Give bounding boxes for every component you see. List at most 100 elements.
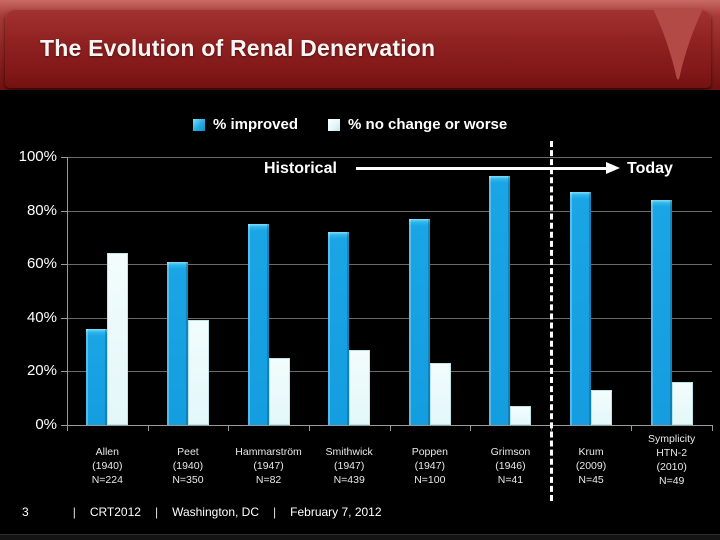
slide-number: 3: [22, 505, 29, 519]
footer: 3 | CRT2012 | Washington, DC | February …: [22, 505, 382, 519]
page-title: The Evolution of Renal Denervation: [40, 35, 436, 61]
bar-nochange: [187, 320, 209, 425]
y-axis-tick-label: 60%: [26, 255, 57, 273]
header-banner: The Evolution of Renal Denervation: [0, 0, 720, 90]
nochange-swatch-icon: [328, 118, 341, 131]
category-label-line: Hammarström: [235, 446, 302, 458]
category-label-line: N=45: [578, 473, 604, 486]
category-label-line: Peet: [177, 446, 199, 458]
bar-nochange: [671, 382, 693, 425]
legend-item-improved: % improved: [193, 116, 298, 133]
x-axis-tick: [67, 425, 68, 431]
category-label: Grimson (1946) N=41: [465, 446, 555, 488]
era-divider-dashed-line: [549, 141, 553, 501]
category-label-line: HTN-2: [656, 446, 688, 459]
category-label-line: Smithwick: [325, 446, 373, 458]
x-axis-tick: [389, 425, 391, 431]
y-axis-tick: [61, 425, 68, 426]
gridline: [67, 317, 712, 319]
bar-nochange: [429, 363, 451, 425]
bar-improved: [166, 261, 188, 425]
y-axis-tick: [61, 157, 68, 158]
gridline: [67, 157, 712, 158]
category-label-line: (1940): [172, 459, 204, 472]
bar-nochange: [510, 406, 532, 425]
historical-label: Historical: [264, 160, 337, 177]
funnel-decoration-icon: [653, 9, 703, 80]
y-axis-tick: [61, 317, 68, 319]
era-arrow-line: [356, 167, 606, 170]
bar-improved: [408, 218, 430, 425]
category-label-line: N=100: [414, 473, 446, 486]
footer-separator: |: [72, 505, 76, 519]
era-arrow-head-icon: [606, 162, 620, 174]
bar-nochange: [591, 390, 613, 425]
category-label-line: (2010): [656, 460, 687, 473]
category-label-line: Krum: [578, 446, 604, 458]
category-label: Poppen (1947) N=100: [385, 446, 475, 488]
x-axis-tick: [470, 425, 472, 431]
bar-improved: [328, 232, 350, 425]
category-label-line: N=350: [172, 473, 204, 486]
category-label-line: (1947): [253, 459, 284, 472]
category-label-line: (2009): [575, 459, 607, 472]
bar-nochange: [349, 349, 371, 425]
x-axis-tick: [228, 425, 230, 431]
gridline: [67, 371, 712, 373]
footer-date: February 7, 2012: [290, 505, 382, 519]
category-label-line: (1947): [334, 459, 365, 472]
y-axis-tick-label: 0%: [35, 416, 57, 433]
bar-nochange: [107, 253, 129, 425]
footer-location: Washington, DC: [172, 505, 260, 519]
bar-nochange: [268, 358, 290, 425]
category-label-line: (1946): [495, 459, 526, 472]
header-plate: The Evolution of Renal Denervation: [5, 9, 711, 88]
category-label-line: N=82: [255, 473, 282, 486]
category-label: Smithwick (1947) N=439: [304, 446, 394, 488]
today-label: Today: [627, 160, 673, 177]
category-label-line: Allen: [95, 446, 119, 458]
y-axis-tick: [61, 264, 68, 266]
bar-improved: [247, 224, 269, 425]
bar-improved: [570, 191, 592, 425]
y-axis-tick-label: 80%: [26, 201, 57, 219]
category-label: Hammarström (1947) N=82: [224, 446, 314, 488]
y-axis-line: [67, 157, 68, 431]
footer-conference: CRT2012: [89, 505, 141, 519]
y-axis-tick-label: 20%: [26, 362, 57, 380]
y-axis-tick: [61, 371, 68, 373]
category-label-line: N=224: [91, 473, 123, 486]
category-label-line: (1940): [92, 459, 123, 472]
bar-improved: [489, 175, 511, 425]
category-label-line: (1947): [414, 459, 445, 472]
bar-improved: [650, 199, 672, 425]
x-axis-tick: [308, 425, 310, 431]
category-label-line: Grimson: [490, 446, 531, 458]
category-label-line: N=41: [497, 473, 524, 486]
y-axis-tick-label: 40%: [26, 308, 57, 326]
x-axis-tick: [147, 425, 149, 431]
category-label: Peet (1940) N=350: [143, 446, 233, 488]
legend-label: % no change or worse: [348, 116, 508, 133]
y-axis-tick-label: 100%: [18, 148, 57, 165]
category-label: Krum (2009) N=45: [546, 446, 636, 488]
category-label-line: N=49: [658, 474, 685, 487]
x-axis-tick: [631, 425, 633, 431]
footer-separator: |: [154, 505, 159, 519]
category-label-line: Symplicity: [648, 433, 696, 445]
x-axis-tick: [712, 425, 713, 431]
category-label: Allen (1940) N=224: [62, 446, 152, 488]
legend-item-nochange: % no change or worse: [328, 116, 507, 133]
y-axis-tick: [61, 210, 68, 212]
chart-legend: % improved % no change or worse: [193, 116, 507, 133]
gridline: [67, 264, 712, 266]
bottom-strip: [0, 534, 720, 540]
footer-separator: |: [273, 505, 277, 519]
category-label-line: Poppen: [411, 446, 448, 458]
improved-swatch-icon: [193, 118, 205, 131]
bar-improved: [86, 328, 108, 425]
legend-label: % improved: [213, 116, 299, 133]
category-label-line: N=439: [333, 473, 365, 486]
